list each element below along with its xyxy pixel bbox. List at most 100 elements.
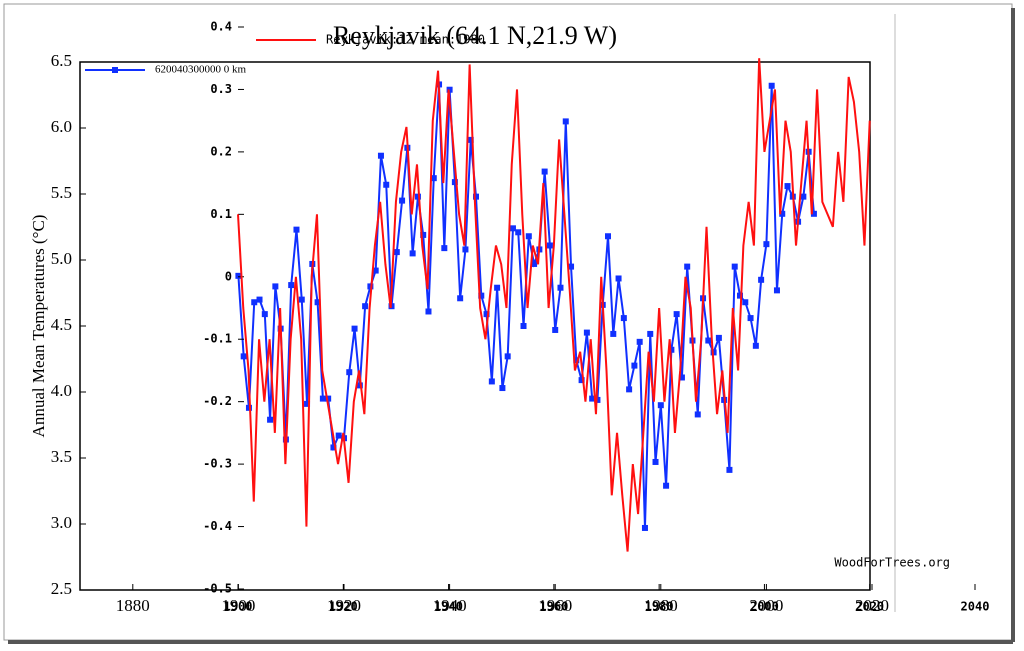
point	[509, 225, 516, 232]
point	[494, 284, 501, 291]
point	[409, 250, 416, 257]
point	[515, 229, 522, 236]
point	[304, 400, 311, 407]
x-tick-label: 2020	[855, 600, 884, 614]
point	[430, 175, 437, 182]
x-tick-label: 1960	[538, 596, 572, 615]
series-line	[237, 58, 871, 552]
point	[441, 245, 448, 252]
y-tick-label: -0.3	[203, 457, 232, 471]
point	[631, 362, 638, 369]
point	[620, 315, 627, 322]
x-tick-label: 1980	[644, 596, 678, 615]
point	[251, 299, 258, 306]
point	[684, 263, 691, 270]
point	[705, 337, 712, 344]
point	[240, 353, 247, 360]
point	[335, 432, 342, 439]
point	[784, 183, 791, 190]
point	[758, 276, 765, 283]
point	[626, 386, 633, 393]
point	[462, 246, 469, 253]
point	[573, 357, 580, 364]
point	[256, 296, 263, 303]
x-tick-label: 1940	[434, 600, 463, 614]
point	[478, 292, 485, 299]
chart-title: Reykjavik (64.1 N,21.9 W)	[333, 21, 617, 50]
point	[499, 385, 506, 392]
point	[267, 416, 274, 423]
point	[810, 210, 817, 217]
point	[568, 263, 575, 270]
point	[457, 295, 464, 302]
point	[647, 330, 654, 337]
point	[525, 233, 532, 240]
x-tick-label: 1920	[327, 596, 361, 615]
x-tick-label: 2040	[961, 600, 990, 614]
point	[531, 260, 538, 267]
point	[726, 466, 733, 473]
x-tick-label: 2020	[855, 596, 889, 615]
point	[605, 233, 611, 240]
x-tick-label: 1880	[116, 596, 150, 615]
point	[261, 311, 268, 318]
point	[330, 444, 337, 451]
point	[245, 404, 252, 411]
point	[557, 284, 564, 291]
point	[737, 292, 743, 299]
frame	[3, 3, 1013, 641]
y-tick-label: 2.5	[51, 579, 72, 598]
point	[367, 283, 374, 290]
y-axis-label: Annual Mean Temperatures (°C)	[29, 215, 48, 438]
point	[768, 82, 775, 89]
y-tick-label: -0.5	[203, 582, 232, 596]
point	[583, 329, 590, 336]
point	[779, 210, 786, 217]
point	[351, 325, 358, 332]
y-tick-label: 4.5	[51, 315, 72, 334]
point	[636, 338, 643, 345]
point	[420, 231, 427, 238]
point	[663, 482, 670, 489]
point	[752, 342, 759, 349]
x-tick-label: 2000	[750, 600, 779, 614]
y-tick-label: 5.5	[51, 183, 72, 202]
point	[383, 181, 390, 188]
legend-label: Reykjavik:12 mean:1980	[326, 33, 485, 47]
point	[425, 308, 432, 315]
point	[346, 369, 353, 376]
point	[731, 263, 738, 270]
point	[446, 86, 453, 93]
point	[763, 241, 770, 248]
point	[652, 458, 659, 465]
y-tick-label: 0.1	[210, 207, 232, 221]
point	[451, 179, 458, 186]
y-tick-label: 0.3	[210, 82, 232, 96]
x-tick-label: 1900	[224, 600, 253, 614]
point	[504, 353, 511, 360]
point	[235, 272, 242, 279]
y-tick-label: 3.5	[51, 447, 72, 466]
point	[393, 249, 400, 256]
point	[610, 330, 617, 337]
point	[414, 193, 421, 200]
point	[773, 287, 780, 294]
y-tick-label: -0.1	[203, 332, 232, 346]
legend-marker	[112, 67, 118, 73]
point	[483, 311, 490, 318]
x-tick-label: 1940	[433, 596, 467, 615]
y-tick-label: 0.2	[210, 144, 232, 158]
x-tick-label: 2000	[749, 596, 783, 615]
point	[562, 118, 569, 125]
point	[742, 299, 749, 306]
y-tick-label: 0	[225, 269, 232, 283]
y-tick-label: 3.0	[51, 513, 72, 532]
point	[615, 275, 622, 282]
y-tick-label: 0.4	[210, 20, 232, 34]
y-tick-label: -0.4	[203, 519, 232, 533]
point	[541, 168, 548, 175]
point	[589, 395, 596, 402]
y-tick-label: 4.0	[51, 381, 72, 400]
point	[668, 346, 675, 353]
